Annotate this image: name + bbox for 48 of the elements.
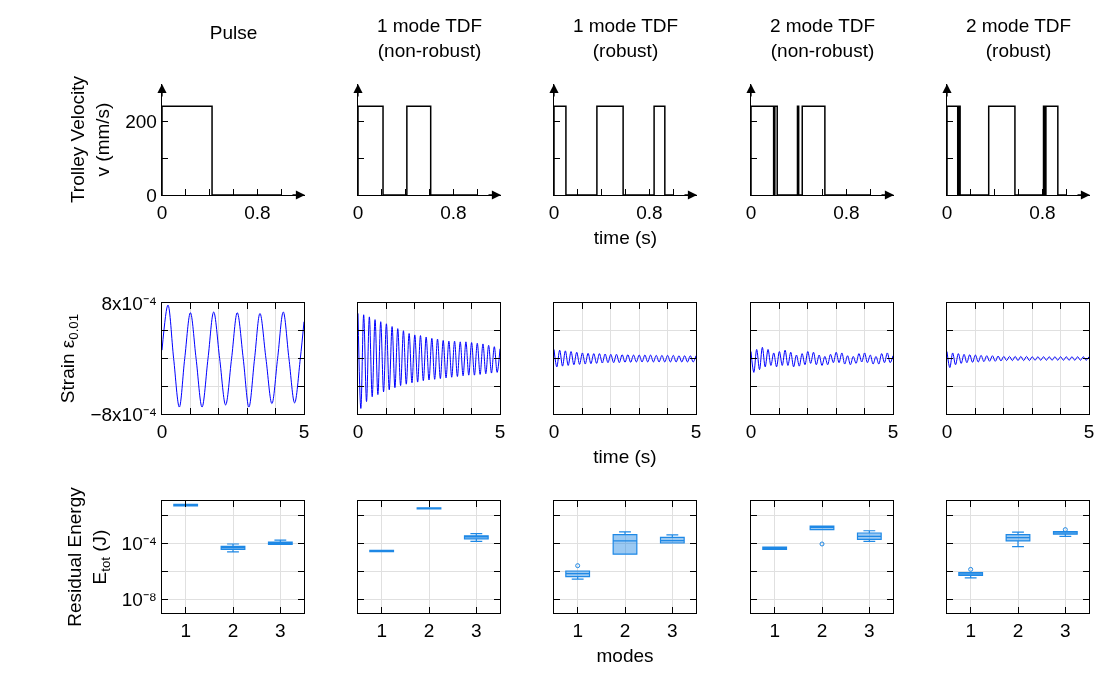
x-tick-label: 5 bbox=[494, 421, 506, 443]
chart-title: 1 mode TDF (robust) bbox=[572, 15, 679, 61]
x-tick-label: 0 bbox=[745, 421, 757, 443]
x-tick-label: 0 bbox=[548, 421, 560, 443]
chart-title: Pulse bbox=[209, 21, 258, 43]
x-tick-label: 2 bbox=[227, 620, 239, 642]
y-tick-label: 10⁻⁴ bbox=[121, 532, 157, 554]
y-tick-label: −8x10⁻⁴ bbox=[90, 403, 157, 425]
x-axis-title: modes bbox=[596, 644, 654, 666]
x-tick-label: 0.8 bbox=[440, 202, 467, 224]
x-tick-label: 0.8 bbox=[636, 202, 663, 224]
y-tick-label: 200 bbox=[125, 110, 157, 132]
x-tick-label: 2 bbox=[423, 620, 435, 642]
x-tick-label: 3 bbox=[864, 620, 875, 642]
y-tick-label: 8x10⁻⁴ bbox=[101, 292, 157, 314]
x-tick-label: 5 bbox=[298, 421, 310, 443]
x-tick-label: 3 bbox=[471, 620, 482, 642]
x-tick-label: 2 bbox=[816, 620, 828, 642]
x-axis-title: time (s) bbox=[593, 226, 658, 248]
x-tick-label: 2 bbox=[1012, 620, 1024, 642]
x-tick-label: 0 bbox=[941, 421, 953, 443]
x-tick-label: 0 bbox=[745, 202, 757, 224]
x-tick-label: 1 bbox=[376, 620, 387, 642]
x-tick-label: 0 bbox=[352, 421, 364, 443]
x-tick-label: 3 bbox=[667, 620, 678, 642]
x-tick-label: 1 bbox=[965, 620, 976, 642]
x-tick-label: 1 bbox=[180, 620, 191, 642]
chart-title: 1 mode TDF (non-robust) bbox=[376, 15, 483, 61]
x-tick-label: 0 bbox=[941, 202, 953, 224]
x-tick-label: 3 bbox=[1060, 620, 1071, 642]
y-tick-label: 10⁻⁸ bbox=[121, 588, 157, 610]
x-tick-label: 0 bbox=[352, 202, 364, 224]
y-tick-label: 0 bbox=[146, 184, 157, 206]
chart-title: 2 mode TDF (robust) bbox=[965, 15, 1072, 61]
x-axis-title: time (s) bbox=[593, 445, 657, 467]
x-tick-label: 5 bbox=[887, 421, 899, 443]
x-tick-label: 5 bbox=[1083, 421, 1095, 443]
chart-title: 2 mode TDF (non-robust) bbox=[769, 15, 876, 61]
x-tick-label: 0.8 bbox=[833, 202, 860, 224]
x-tick-label: 3 bbox=[275, 620, 286, 642]
x-tick-label: 0.8 bbox=[244, 202, 271, 224]
x-tick-label: 1 bbox=[572, 620, 583, 642]
x-tick-label: 0 bbox=[548, 202, 560, 224]
x-tick-label: 2 bbox=[619, 620, 631, 642]
x-tick-label: 5 bbox=[690, 421, 702, 443]
y-axis-title: Trolley Velocity v (mm/s) bbox=[67, 75, 114, 204]
x-tick-label: 1 bbox=[769, 620, 780, 642]
x-tick-label: 0.8 bbox=[1029, 202, 1056, 224]
